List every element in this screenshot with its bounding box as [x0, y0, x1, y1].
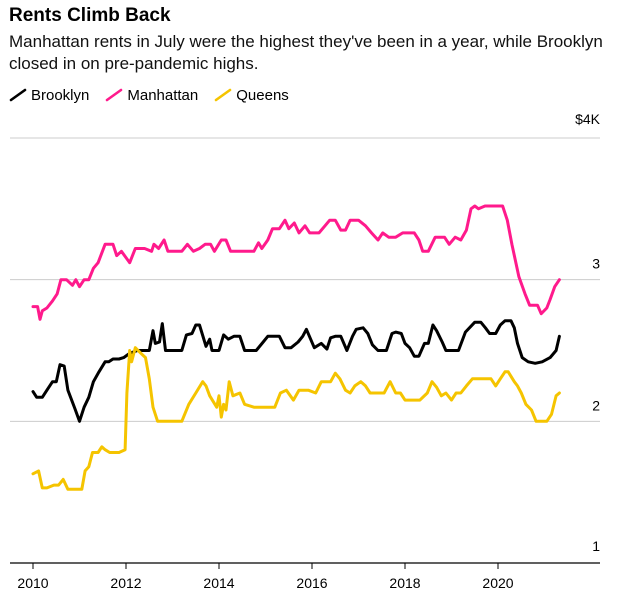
chart-subtitle: Manhattan rents in July were the highest… [9, 32, 603, 73]
x-tick-label-2016: 2016 [296, 575, 327, 591]
x-tick-label-2020: 2020 [482, 575, 513, 591]
chart-title: Rents Climb Back [9, 5, 171, 26]
legend-item-queens: Queens [214, 87, 289, 104]
series-line-manhattan [31, 204, 561, 321]
legend-label-queens: Queens [236, 86, 289, 104]
legend-swatch-brooklyn [9, 88, 27, 102]
x-tick-label-2010: 2010 [17, 575, 48, 591]
y-tick-label-4k: $4K [575, 111, 601, 127]
series-line-brooklyn [31, 319, 561, 423]
legend-swatch-queens [214, 88, 232, 102]
chart-legend: Brooklyn Manhattan Queens [9, 85, 305, 105]
legend-label-brooklyn: Brooklyn [31, 86, 90, 104]
legend-item-manhattan: Manhattan [105, 87, 198, 104]
y-tick-label-3: 3 [592, 256, 600, 272]
legend-item-brooklyn: Brooklyn [9, 87, 89, 104]
y-tick-label-2: 2 [592, 397, 600, 413]
x-tick-label-2018: 2018 [389, 575, 420, 591]
legend-swatch-manhattan [106, 88, 123, 102]
y-tick-label-1: 1 [592, 538, 600, 554]
x-tick-label-2014: 2014 [203, 575, 234, 591]
series-line-queens [31, 346, 561, 491]
x-tick-label-2012: 2012 [110, 575, 141, 591]
legend-label-manhattan: Manhattan [127, 86, 199, 104]
